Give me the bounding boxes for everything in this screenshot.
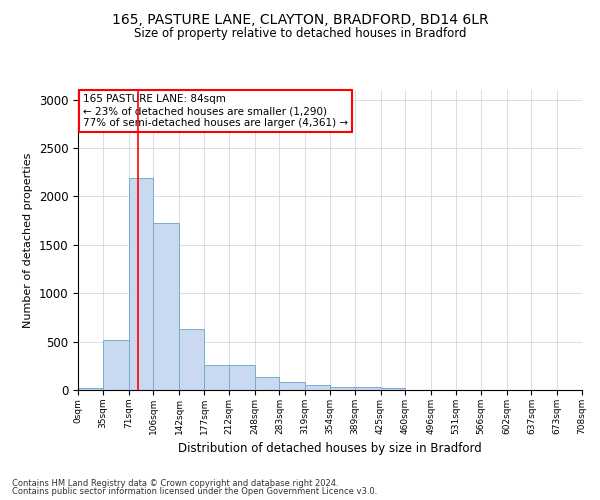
Text: Contains HM Land Registry data © Crown copyright and database right 2024.: Contains HM Land Registry data © Crown c… bbox=[12, 478, 338, 488]
Text: 165, PASTURE LANE, CLAYTON, BRADFORD, BD14 6LR: 165, PASTURE LANE, CLAYTON, BRADFORD, BD… bbox=[112, 12, 488, 26]
Bar bbox=[204, 365, 229, 390]
Bar bbox=[254, 378, 280, 390]
Text: Contains public sector information licensed under the Open Government Licence v3: Contains public sector information licen… bbox=[12, 487, 377, 496]
Bar bbox=[380, 388, 406, 390]
Text: Size of property relative to detached houses in Bradford: Size of property relative to detached ho… bbox=[134, 28, 466, 40]
Bar bbox=[280, 382, 305, 390]
Bar bbox=[305, 384, 330, 390]
Bar bbox=[179, 328, 204, 390]
Bar bbox=[154, 222, 179, 390]
Bar bbox=[78, 388, 103, 390]
Bar bbox=[128, 178, 154, 390]
Bar bbox=[355, 387, 380, 390]
Bar bbox=[330, 386, 355, 390]
X-axis label: Distribution of detached houses by size in Bradford: Distribution of detached houses by size … bbox=[178, 442, 482, 456]
Text: 165 PASTURE LANE: 84sqm
← 23% of detached houses are smaller (1,290)
77% of semi: 165 PASTURE LANE: 84sqm ← 23% of detache… bbox=[83, 94, 348, 128]
Bar bbox=[229, 365, 254, 390]
Y-axis label: Number of detached properties: Number of detached properties bbox=[23, 152, 33, 328]
Bar bbox=[103, 340, 128, 390]
